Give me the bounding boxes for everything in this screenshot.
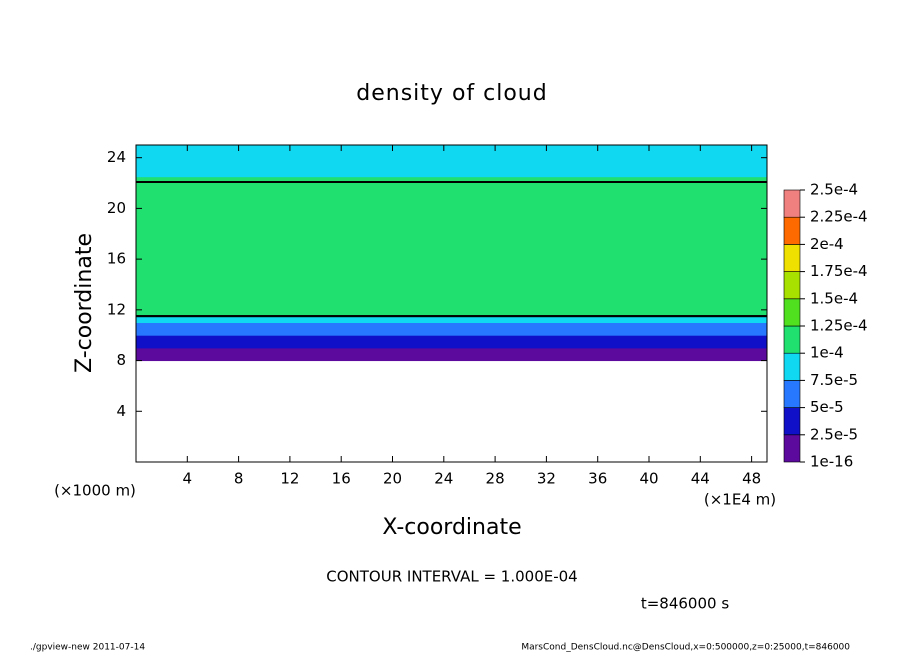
field-band <box>136 183 767 197</box>
y-tick-label: 16 <box>107 250 126 268</box>
y-tick-label: 12 <box>107 300 126 318</box>
colorbar-label: 2.5e-4 <box>810 181 858 199</box>
field-band <box>136 246 767 260</box>
colorbar-label: 1.75e-4 <box>810 262 868 280</box>
colorbar-label: 2.5e-5 <box>810 425 858 443</box>
colorbar-label: 1.25e-4 <box>810 317 868 335</box>
field-band <box>136 145 767 159</box>
x-tick-label: 28 <box>486 470 505 488</box>
field-band <box>136 221 767 235</box>
field-band <box>136 328 767 336</box>
colorbar-box <box>783 352 801 381</box>
colorbar-box <box>783 189 801 218</box>
colorbar-label: 2.25e-4 <box>810 208 868 226</box>
x-tick-label: 36 <box>588 470 607 488</box>
colorbar-label: 7.5e-5 <box>810 371 858 389</box>
x-tick-label: 20 <box>383 470 402 488</box>
field-band <box>136 170 767 178</box>
field-band <box>136 322 767 330</box>
x-tick-label: 12 <box>280 470 299 488</box>
colorbar-label: 2e-4 <box>810 235 844 253</box>
colorbar-box <box>783 407 801 436</box>
field-band <box>136 354 767 362</box>
x-axis-label: X-coordinate <box>382 515 521 540</box>
x-tick-label: 32 <box>537 470 556 488</box>
x-tick-label: 8 <box>234 470 244 488</box>
x-tick-label: 40 <box>639 470 658 488</box>
colorbar-box <box>783 325 801 354</box>
field-band <box>136 316 767 324</box>
x-tick-label: 4 <box>183 470 193 488</box>
x-tick-label: 16 <box>332 470 351 488</box>
colorbar-box <box>783 434 801 463</box>
contour-interval: CONTOUR INTERVAL = 1.000E-04 <box>326 568 577 586</box>
field-band <box>136 341 767 349</box>
y-axis-label: Z-coordinate <box>72 233 97 373</box>
field-band <box>136 297 767 304</box>
colorbar-box <box>783 380 801 408</box>
field-band <box>136 271 767 285</box>
footer-right: MarsCond_DensCloud.nc@DensCloud,x=0:5000… <box>521 643 850 653</box>
field-band <box>136 195 767 209</box>
field-band <box>136 309 767 317</box>
colorbar-label: 1e-16 <box>810 453 853 471</box>
field-band <box>136 335 767 343</box>
colorbar-label: 1e-4 <box>810 344 844 362</box>
footer-left: ./gpview-new 2011-07-14 <box>30 643 145 653</box>
x-tick-label: 24 <box>434 470 453 488</box>
y-tick-label: 4 <box>116 402 126 420</box>
field-band <box>136 284 767 298</box>
colorbar-label: 5e-5 <box>810 398 844 416</box>
x-unit: (×1E4 m) <box>704 491 776 509</box>
colorbar-box <box>783 271 801 300</box>
colorbar-box <box>783 216 801 245</box>
y-tick-label: 24 <box>107 148 126 166</box>
colorbar-box <box>783 298 801 327</box>
chart-title: density of cloud <box>356 81 547 106</box>
field-band <box>136 208 767 222</box>
field-band <box>136 233 767 247</box>
time-label: t=846000 s <box>641 595 729 613</box>
colorbar-label: 1.5e-4 <box>810 289 858 307</box>
y-tick-label: 20 <box>107 199 126 217</box>
x-tick-label: 44 <box>691 470 710 488</box>
field-band <box>136 157 767 171</box>
colorbar-box <box>783 244 801 272</box>
plot-frame <box>135 144 768 463</box>
y-unit: (×1000 m) <box>54 482 136 500</box>
field-band <box>136 176 767 184</box>
field-band <box>136 303 767 311</box>
y-tick-label: 8 <box>116 351 126 369</box>
field-band <box>136 259 767 273</box>
x-tick-label: 48 <box>742 470 761 488</box>
field-band <box>136 347 767 355</box>
